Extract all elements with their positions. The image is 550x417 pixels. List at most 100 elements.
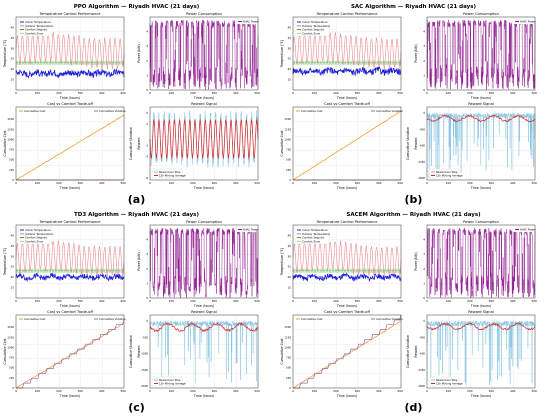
legend-box [428,376,460,387]
y-tick-label: 15 [287,78,291,82]
y-tick-label: -4 [145,154,148,158]
y-axis-label: Power (kW) [137,44,141,62]
legend-label: Comfort Setpoint [25,28,47,32]
panel-label: (b) [405,193,423,206]
y-axis-label: Temperature (°C) [3,248,7,277]
x-tick-label: 400 [99,181,105,185]
y-tick-label: -900 [419,144,425,148]
y-tick-label: 40 [287,25,291,29]
y-tick-label: -6 [145,176,148,180]
x-tick-label: 400 [99,299,105,303]
legend-label: Cumulative Cost [301,317,322,321]
x-tick-label: 0 [149,299,151,303]
y-tick-label: 250 [286,376,291,380]
y-tick-label: 750 [286,148,291,152]
x-tick-label: 300 [489,91,495,95]
legend-label: Outdoor Temperature [25,232,53,236]
axes-frame [426,16,536,91]
subplot-title: Power Consumption [186,220,222,224]
subplot-title: Reward Signal [191,310,217,314]
x-axis-label: Time (hours) [59,394,80,398]
x-tick-label: 200 [467,299,473,303]
x-tick-label: 500 [531,299,537,303]
panel-0: PPO Algorithm — Riyadh HVAC (21 days) Tem… [3,4,260,206]
x-tick-label: 100 [169,299,175,303]
y-tick-label: 1500 [284,117,291,121]
x-tick-label: 300 [212,91,218,95]
x-tick-label: 0 [149,181,151,185]
legend-box [151,168,183,179]
legend-label: Outdoor Temperature [25,24,53,28]
subplot-cost: Cost vs Comfort Trade-off Time (hours) Cum… [280,310,410,398]
legend-label: Cumulative Cost [24,317,45,321]
x-tick-label: 400 [510,91,516,95]
x-tick-label: 100 [312,299,318,303]
x-tick-label: 300 [489,181,495,185]
x-tick-label: 200 [56,299,62,303]
x-tick-label: 200 [333,389,339,393]
x-tick-label: 0 [15,181,17,185]
y-axis-label: Cumulative Cost [280,338,284,365]
x-tick-label: 300 [212,389,218,393]
x-tick-label: 200 [56,181,62,185]
panel-label: (a) [128,193,145,206]
legend-label: Reward per Step [159,170,181,174]
y-tick-label: 0 [146,296,148,300]
axes-frame [426,106,536,181]
legend-label: Indoor Temperature [25,20,51,24]
y-tick-label: 500 [286,158,291,162]
subplot-title: Reward Signal [191,102,217,106]
legend-label: Indoor Temperature [302,228,328,232]
y-tick-label: 250 [9,168,14,172]
y-tick-label: 25 [287,265,291,269]
subplot-reward: Reward Signal Time (hours) Reward 0 100 200 30… [137,102,260,190]
y-tick-label: 1500 [7,325,14,329]
y-tick-label: 15 [287,286,291,290]
x-tick-label: 500 [120,181,126,185]
y-tick-label: 0 [423,319,425,323]
y-tick-label: 40 [10,25,14,29]
x-tick-label: 0 [292,389,294,393]
x-tick-label: 0 [426,299,428,303]
y-axis-label: Power (kW) [414,44,418,62]
y-tick-label: 1250 [7,335,14,339]
x-tick-label: 300 [489,389,495,393]
y-tick-label: 20 [10,275,14,279]
panel-title: TD3 Algorithm — Riyadh HVAC (21 days) [74,212,199,218]
y-tick-label: 3 [423,44,425,48]
panel-3: SACEM Algorithm — Riyadh HVAC (21 days) T… [280,212,537,414]
y-tick-label: 1 [146,73,148,77]
legend: Cumulative Cost Cumulative Violation [296,109,403,113]
y-tick-label: 2 [423,59,425,63]
x-tick-label: 400 [376,91,382,95]
x-axis-label: Time (hours) [470,304,491,308]
cumulative-cost-line [292,320,402,389]
legend: HVAC Power [235,18,260,25]
y-axis-label: Power (kW) [137,252,141,270]
legend-label: HVAC Power [243,20,260,24]
moving-average-line [149,321,259,333]
axes-frame [149,106,259,181]
x-tick-label: 400 [510,181,516,185]
x-axis-label: Time (hours) [193,96,214,100]
y-tick-label: 750 [9,356,14,360]
y-axis-label: Reward [137,346,141,358]
y-tick-label: 4 [146,238,148,242]
legend-label: Outdoor Temperature [302,232,330,236]
axes-frame [292,314,402,389]
subplot-reward: Reward Signal Time (hours) Reward 0 100 200 30… [414,102,537,190]
cumulative-violation-line [16,319,125,389]
y-axis-label: Temperature (°C) [280,248,284,277]
x-tick-label: 0 [15,299,17,303]
subplot-temp: Temperature Control Performance Time (hou… [280,220,403,308]
y2-axis-label: Cumulative Violation [129,127,133,160]
subplot-cost: Cost vs Comfort Trade-off Time (hours) Cum… [280,102,410,190]
axes-frame [149,314,259,389]
x-tick-label: 500 [531,389,537,393]
subplot-title: Power Consumption [186,12,222,16]
x-tick-label: 300 [212,299,218,303]
